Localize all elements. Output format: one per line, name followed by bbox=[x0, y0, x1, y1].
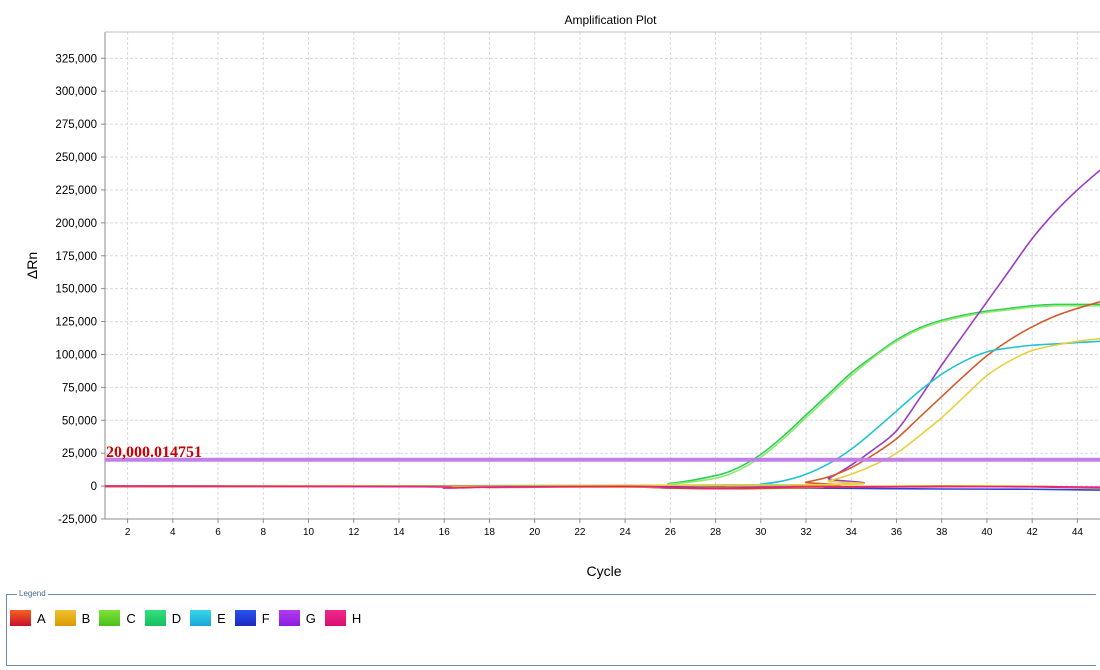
y-tick-label: 200,000 bbox=[55, 218, 97, 230]
legend-item-e[interactable]: E bbox=[190, 610, 226, 626]
legend-item-g[interactable]: G bbox=[278, 610, 316, 626]
y-tick-label: 100,000 bbox=[55, 349, 97, 361]
x-tick-label: 22 bbox=[574, 527, 586, 538]
legend-panel: Legend A B C D E F G H bbox=[6, 588, 1096, 666]
legend-label-f: F bbox=[261, 610, 270, 626]
series-line-6 bbox=[105, 337, 1100, 487]
x-tick-label: 14 bbox=[393, 527, 405, 538]
x-tick-label: 28 bbox=[710, 527, 722, 538]
legend-label-a: A bbox=[37, 610, 46, 626]
legend-swatch-f bbox=[234, 610, 256, 626]
legend-label-c: C bbox=[126, 610, 136, 626]
legend-swatch-e bbox=[190, 610, 212, 626]
x-tick-label: 18 bbox=[484, 527, 496, 538]
y-tick-label: 25,000 bbox=[62, 448, 97, 460]
x-tick-label: 36 bbox=[891, 527, 903, 538]
y-tick-label: 300,000 bbox=[55, 86, 97, 98]
y-tick-label: -25,000 bbox=[58, 514, 97, 526]
series-line-10 bbox=[105, 485, 1100, 489]
y-tick-label: 250,000 bbox=[55, 152, 97, 164]
legend-label-d: D bbox=[171, 610, 182, 626]
x-axis-title: Cycle bbox=[586, 563, 621, 579]
y-tick-label: 50,000 bbox=[62, 415, 97, 427]
legend-items: A B C D E F G H bbox=[10, 610, 370, 626]
x-tick-label: 10 bbox=[303, 527, 315, 538]
series-line-4 bbox=[105, 301, 1100, 488]
legend-swatch-h bbox=[324, 610, 346, 626]
legend-label-e: E bbox=[217, 610, 226, 626]
y-tick-label: 0 bbox=[91, 481, 97, 493]
x-tick-label: 16 bbox=[439, 527, 451, 538]
legend-swatch-b bbox=[54, 610, 76, 626]
x-tick-label: 40 bbox=[981, 527, 993, 538]
legend-swatch-a bbox=[10, 610, 31, 626]
series-group bbox=[105, 169, 1100, 491]
x-tick-label: 12 bbox=[348, 527, 360, 538]
legend-swatch-d bbox=[144, 610, 166, 626]
y-tick-label: 225,000 bbox=[55, 185, 97, 197]
y-axis-title: ΔRn bbox=[24, 252, 40, 279]
x-tick-label: 44 bbox=[1072, 527, 1084, 538]
y-tick-label: 150,000 bbox=[55, 284, 97, 296]
x-tick-label: 26 bbox=[665, 527, 677, 538]
x-tick-label: 24 bbox=[620, 527, 632, 538]
plot-area bbox=[105, 32, 1100, 519]
legend-title: Legend bbox=[17, 588, 48, 600]
y-tick-label: 325,000 bbox=[55, 53, 97, 65]
amplification-plot: -25,000 0 25,000 50,000 75,000 100,000 125,000… bbox=[24, 13, 1100, 579]
y-tick-label: 275,000 bbox=[55, 119, 97, 131]
threshold-label: 20,000.014751 bbox=[106, 444, 202, 461]
legend-label-b: B bbox=[81, 610, 91, 626]
x-tick-label: 6 bbox=[215, 527, 221, 538]
chart-title: Amplification Plot bbox=[564, 13, 657, 27]
y-tick-label: 75,000 bbox=[62, 382, 97, 394]
legend-item-b[interactable]: B bbox=[54, 610, 91, 626]
legend-item-f[interactable]: F bbox=[234, 610, 270, 626]
x-tick-label: 32 bbox=[800, 527, 812, 538]
legend-item-d[interactable]: D bbox=[144, 610, 182, 626]
legend-item-h[interactable]: H bbox=[324, 610, 362, 626]
x-tick-label: 42 bbox=[1027, 527, 1039, 538]
legend-swatch-g bbox=[278, 610, 300, 626]
x-tick-label: 20 bbox=[529, 527, 541, 538]
x-tick-label: 34 bbox=[846, 527, 858, 538]
y-tick-label: 175,000 bbox=[55, 251, 97, 263]
x-tick-label: 30 bbox=[755, 527, 767, 538]
x-tick-label: 38 bbox=[936, 527, 948, 538]
x-tick-label: 4 bbox=[170, 527, 176, 538]
legend-item-c[interactable]: C bbox=[99, 610, 136, 626]
legend-item-a[interactable]: A bbox=[10, 610, 46, 626]
legend-label-g: G bbox=[305, 610, 316, 626]
x-tick-label: 8 bbox=[261, 527, 267, 538]
y-tick-label: 125,000 bbox=[55, 317, 97, 329]
x-tick-label: 2 bbox=[125, 527, 131, 538]
legend-label-h: H bbox=[351, 610, 362, 626]
legend-swatch-c bbox=[99, 610, 121, 626]
